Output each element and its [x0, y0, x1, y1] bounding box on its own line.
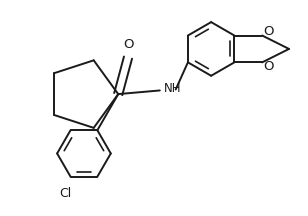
Text: O: O: [263, 60, 274, 73]
Text: NH: NH: [164, 82, 181, 95]
Text: Cl: Cl: [59, 187, 72, 200]
Text: O: O: [123, 38, 133, 51]
Text: O: O: [263, 25, 274, 38]
